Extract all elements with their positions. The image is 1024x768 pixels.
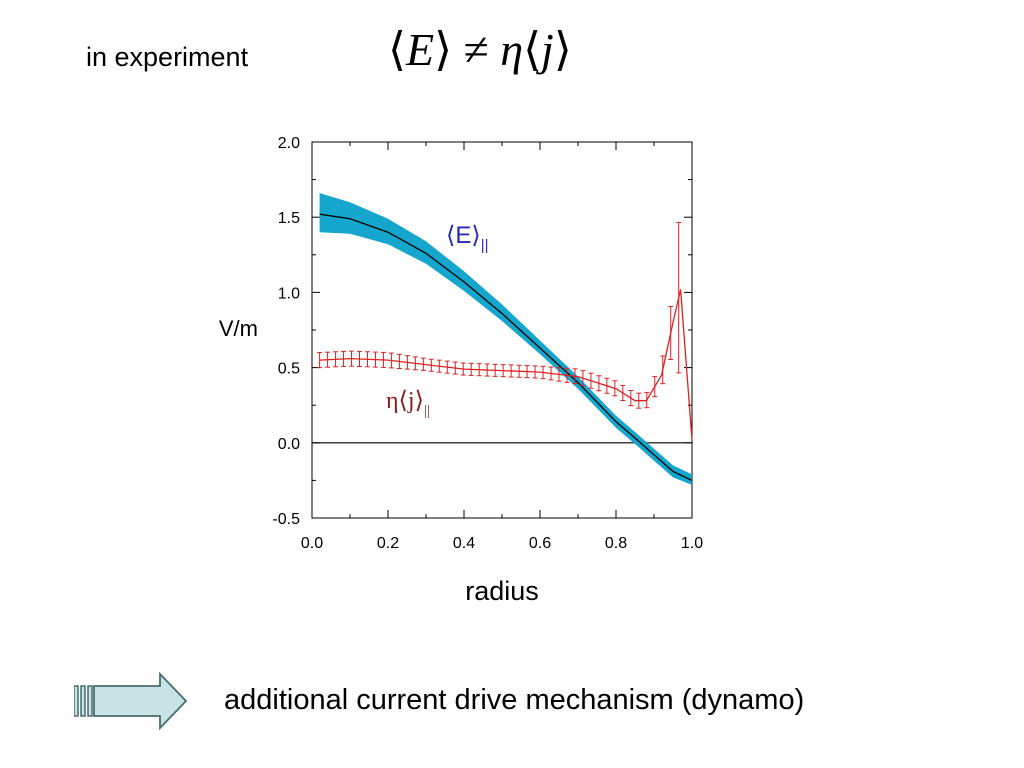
x-tick-label: 0.8 [605,535,627,552]
equation-not-equal: ≠ [463,24,489,75]
x-tick-label: 0.6 [529,535,551,552]
y-tick-label: -0.5 [272,511,300,528]
equation-open-bracket: ⟨ [388,24,406,75]
conclusion-text: additional current drive mechanism (dyna… [224,684,805,716]
y-tick-label: 0.5 [278,361,300,378]
x-tick-label: 1.0 [681,535,703,552]
x-axis-label: radius [465,576,539,606]
y-tick-label: 2.0 [278,135,300,152]
equation-close-bracket: ⟩ [434,24,453,75]
y-tick-label: 0.0 [278,436,300,453]
plot-frame [311,141,693,519]
x-tick-label: 0.0 [301,535,323,552]
x-tick-label: 0.4 [453,535,475,552]
heading: in experiment [86,42,249,72]
equation-j-symbol: j [541,24,554,75]
eta-j-series-label: η⟨j⟩|| [386,388,430,419]
e-field-band [319,193,692,485]
y-axis-label: V/m [219,316,258,341]
equation-open-bracket-2: ⟨ [523,24,542,75]
x-tick-label: 0.2 [377,535,399,552]
e-field-line [319,213,693,481]
equation: ⟨E⟩ ≠ η⟨j⟩ [388,22,572,76]
equation-eta-symbol: η [500,24,524,75]
y-tick-label: 1.5 [278,210,300,227]
equation-close-bracket-2: ⟩ [553,24,572,75]
plot-layer: 0.0 0.2 0.4 0.6 0.8 1.02.01.51.00.50.0-0.5rad… [219,135,703,606]
conclusion: additional current drive mechanism (dyna… [73,671,954,732]
arrow-right-icon [73,671,188,731]
y-tick-label: 1.0 [278,285,300,302]
e-field-series-label: ⟨E⟩|| [446,222,489,254]
eta-j-line [319,289,693,440]
equation-e-symbol: E [405,24,435,75]
